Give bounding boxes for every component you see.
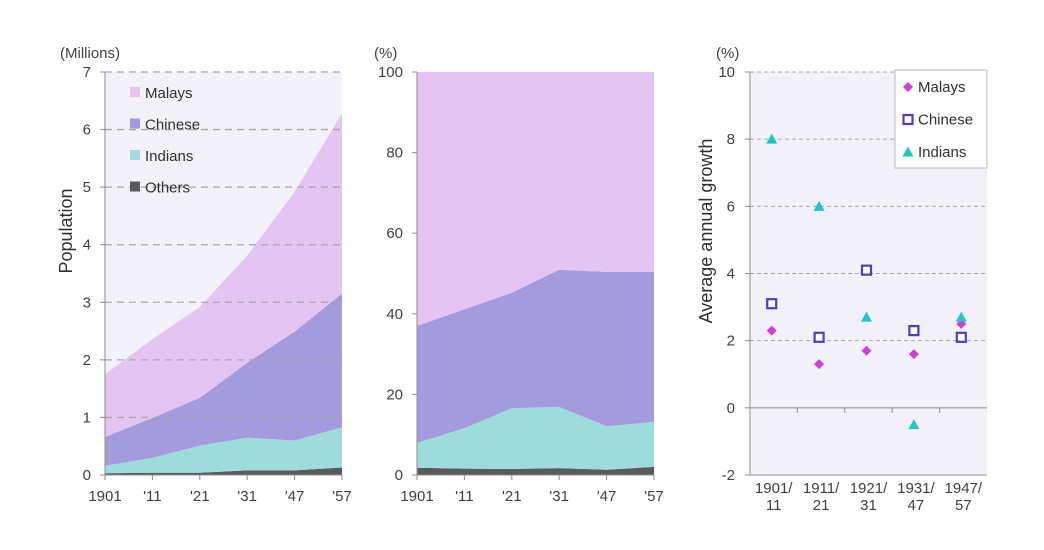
point-chinese-4 bbox=[955, 331, 967, 343]
y-tick-label-0-7: 7 bbox=[83, 64, 91, 81]
x-tick-label-2-2-1: 31 bbox=[860, 497, 877, 514]
legend-label-0-others: Others bbox=[145, 180, 190, 197]
legend-marker-2-chinese bbox=[902, 113, 914, 126]
y-tick-label-2-5: 8 bbox=[727, 131, 735, 148]
x-tick-label-2-1-1: 21 bbox=[813, 497, 830, 514]
area-indians-1 bbox=[417, 406, 654, 470]
area-others-1 bbox=[417, 466, 654, 475]
point-chinese-0 bbox=[766, 298, 778, 310]
x-tick-label-2-3-0: 1931/ bbox=[897, 480, 935, 497]
x-tick-label-0-3: '31 bbox=[237, 488, 257, 505]
y-tick-label-1-4: 80 bbox=[386, 145, 403, 162]
point-chinese-1 bbox=[813, 331, 825, 343]
point-indians-0 bbox=[766, 133, 778, 144]
point-indians-3 bbox=[908, 419, 920, 430]
x-tick-label-0-2: '21 bbox=[190, 488, 210, 505]
y-tick-label-2-6: 10 bbox=[718, 64, 735, 81]
x-tick-label-1-1: '11 bbox=[455, 488, 473, 505]
unit-label-2: (%) bbox=[716, 45, 739, 62]
x-tick-label-1-5: '57 bbox=[644, 488, 664, 505]
area-malays-0 bbox=[105, 113, 342, 437]
legend-label-2-chinese: Chinese bbox=[918, 112, 973, 129]
y-axis-label-2: Average annual growth bbox=[696, 139, 716, 324]
legend-swatch-0-chinese bbox=[130, 118, 140, 129]
unit-label-1: (%) bbox=[374, 45, 397, 62]
point-indians-1 bbox=[813, 200, 825, 211]
point-indians-2 bbox=[861, 311, 872, 322]
legend-swatch-0-indians bbox=[130, 150, 140, 160]
y-tick-label-1-1: 20 bbox=[386, 386, 403, 403]
y-axis-label-0: Population bbox=[56, 188, 76, 273]
x-tick-label-1-3: '31 bbox=[549, 488, 569, 505]
y-tick-label-2-0: -2 bbox=[722, 467, 735, 484]
legend-swatch-0-others bbox=[130, 181, 140, 192]
x-tick-label-0-1: '11 bbox=[143, 488, 161, 505]
y-tick-label-0-2: 2 bbox=[83, 352, 91, 369]
area-chinese-1 bbox=[417, 269, 654, 443]
x-tick-label-2-1-0: 1911/ bbox=[803, 480, 840, 497]
legend-marker-2-malays bbox=[903, 82, 913, 92]
point-malays-0 bbox=[766, 325, 777, 336]
x-tick-label-1-2: '21 bbox=[502, 488, 522, 505]
unit-label-0: (Millions) bbox=[60, 45, 120, 62]
y-tick-label-0-1: 1 bbox=[83, 409, 91, 426]
point-chinese-3 bbox=[908, 324, 920, 337]
legend-label-0-chinese: Chinese bbox=[145, 117, 200, 134]
x-tick-label-2-4-1: 57 bbox=[955, 497, 972, 514]
point-malays-2 bbox=[861, 345, 872, 356]
y-tick-label-0-5: 5 bbox=[83, 179, 91, 196]
y-tick-label-2-4: 6 bbox=[727, 198, 735, 215]
legend-marker-2-indians bbox=[902, 146, 914, 157]
y-tick-label-1-2: 40 bbox=[386, 306, 403, 323]
x-tick-label-0-5: '57 bbox=[332, 488, 352, 505]
point-indians-4 bbox=[955, 311, 967, 322]
legend-label-0-indians: Indians bbox=[145, 148, 193, 165]
y-tick-label-0-3: 3 bbox=[83, 294, 91, 311]
x-tick-label-0-0: 1901 bbox=[88, 488, 121, 505]
legend-swatch-0-malays bbox=[130, 87, 140, 97]
x-tick-label-2-0-0: 1901/ bbox=[755, 480, 793, 497]
y-tick-label-1-3: 60 bbox=[386, 225, 403, 242]
x-tick-label-1-4: '47 bbox=[597, 488, 617, 505]
point-malays-1 bbox=[814, 359, 825, 370]
x-tick-label-0-4: '47 bbox=[285, 488, 305, 505]
area-others-0 bbox=[105, 467, 342, 475]
y-tick-label-1-0: 0 bbox=[395, 467, 403, 484]
y-tick-label-2-1: 0 bbox=[727, 400, 735, 417]
area-indians-0 bbox=[105, 427, 342, 474]
y-tick-label-0-0: 0 bbox=[83, 467, 91, 484]
y-tick-label-2-3: 4 bbox=[727, 266, 735, 283]
x-tick-label-2-0-1: 11 bbox=[766, 497, 782, 514]
point-malays-3 bbox=[908, 349, 919, 360]
legend-label-2-indians: Indians bbox=[918, 144, 966, 161]
y-tick-label-0-4: 4 bbox=[83, 237, 91, 254]
y-tick-label-1-5: 100 bbox=[378, 64, 403, 81]
area-malays-1 bbox=[417, 72, 654, 326]
legend-label-0-malays: Malays bbox=[145, 85, 193, 102]
x-tick-label-2-3-1: 47 bbox=[908, 497, 925, 514]
point-chinese-2 bbox=[860, 264, 873, 276]
x-tick-label-2-2-0: 1921/ bbox=[850, 480, 888, 497]
y-tick-label-0-6: 6 bbox=[83, 122, 91, 139]
legend-label-2-malays: Malays bbox=[918, 79, 966, 96]
area-chinese-0 bbox=[105, 293, 342, 466]
x-tick-label-1-0: 1901 bbox=[400, 488, 433, 505]
y-tick-label-2-2: 2 bbox=[727, 333, 735, 350]
x-tick-label-2-4-0: 1947/ bbox=[945, 480, 983, 497]
